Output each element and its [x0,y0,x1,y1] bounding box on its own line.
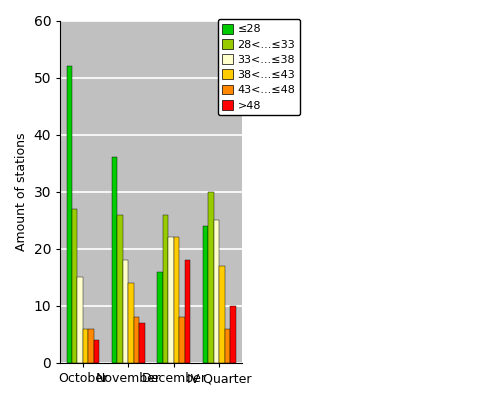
Bar [123,260,128,363]
Bar [128,283,134,363]
Bar [118,214,123,363]
Bar [112,158,118,363]
Bar [168,237,174,363]
Bar [179,317,185,363]
Bar [185,260,190,363]
Bar [94,340,99,363]
Bar [78,277,83,363]
Bar [225,329,230,363]
Bar [203,226,208,363]
Bar [163,214,168,363]
Bar [72,209,78,363]
Bar [67,66,72,363]
Bar [83,329,88,363]
Bar [230,306,236,363]
Legend: ≤28, 28<...≤33, 33<...≤38, 38<...≤43, 43<...≤48, >48: ≤28, 28<...≤33, 33<...≤38, 38<...≤43, 43… [217,19,300,115]
Bar [208,192,214,363]
Y-axis label: Amount of stations: Amount of stations [15,132,28,251]
Bar [158,272,163,363]
Bar [214,220,219,363]
Bar [88,329,94,363]
Bar [139,323,145,363]
Bar [174,237,179,363]
Bar [219,266,225,363]
Bar [134,317,139,363]
